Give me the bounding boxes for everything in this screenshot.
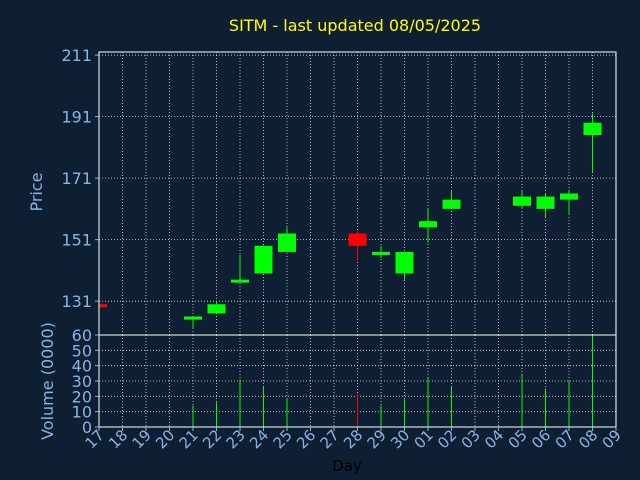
candle-body bbox=[372, 251, 390, 255]
candle-body bbox=[348, 233, 367, 246]
candle-body bbox=[184, 316, 202, 320]
candle-body bbox=[231, 279, 249, 283]
candle-body bbox=[583, 122, 602, 136]
price-tick-label: 151 bbox=[61, 231, 92, 250]
volume-tick-label: 30 bbox=[72, 372, 92, 391]
price-grid bbox=[99, 52, 616, 335]
x-axis-label: Day bbox=[332, 457, 362, 475]
price-tick-labels: 131 151 171 191 211 bbox=[61, 46, 99, 311]
chart-title: SITM - last updated 08/05/2025 bbox=[229, 16, 481, 35]
volume-axis-label: Volume (0000) bbox=[38, 322, 57, 440]
candle-body bbox=[254, 245, 273, 274]
price-tick-label: 171 bbox=[61, 169, 92, 188]
candle-body bbox=[536, 196, 555, 209]
price-axis-label: Price bbox=[27, 172, 46, 211]
candle-body bbox=[99, 304, 107, 308]
candle-body bbox=[207, 304, 226, 314]
volume-tick-label: 40 bbox=[72, 357, 92, 376]
price-tick-label: 211 bbox=[61, 46, 92, 65]
candle-body bbox=[395, 251, 414, 274]
volume-tick-label: 60 bbox=[72, 326, 92, 345]
candles bbox=[98, 113, 602, 329]
candle-body bbox=[278, 233, 296, 252]
volume-tick-label: 10 bbox=[72, 403, 92, 422]
volume-tick-label: 0 bbox=[82, 418, 92, 437]
volume-bars bbox=[192, 335, 593, 427]
price-tick-label: 131 bbox=[61, 292, 92, 311]
volume-tick-label: 50 bbox=[72, 341, 92, 360]
candle-body bbox=[513, 196, 531, 206]
candle-body bbox=[560, 193, 578, 200]
candle-body bbox=[419, 221, 437, 228]
candle-body bbox=[442, 199, 461, 209]
price-tick-label: 191 bbox=[61, 108, 92, 127]
x-tick-labels: 1718192021222324252627282930010203040506… bbox=[82, 426, 625, 452]
volume-tick-label: 20 bbox=[72, 387, 92, 406]
